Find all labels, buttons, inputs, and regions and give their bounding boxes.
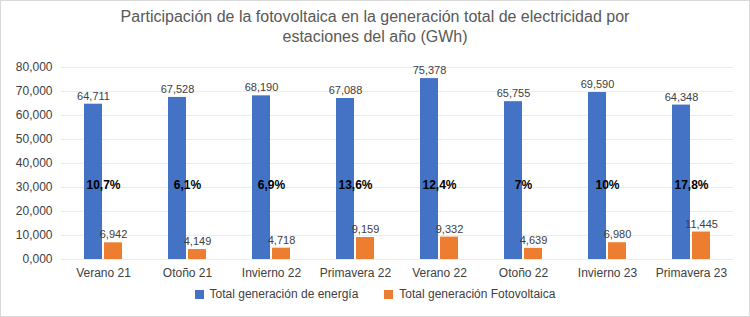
svg-text:20,000: 20,000 bbox=[16, 204, 53, 218]
svg-text:Primavera 22: Primavera 22 bbox=[320, 266, 392, 280]
svg-text:69,590: 69,590 bbox=[581, 78, 615, 90]
svg-text:Invierno 22: Invierno 22 bbox=[242, 266, 302, 280]
svg-text:12,4%: 12,4% bbox=[422, 178, 456, 192]
svg-text:6,9%: 6,9% bbox=[258, 178, 286, 192]
svg-text:9,332: 9,332 bbox=[436, 223, 464, 235]
svg-text:80,000: 80,000 bbox=[16, 60, 53, 74]
svg-text:75,378: 75,378 bbox=[413, 64, 447, 76]
svg-text:10,7%: 10,7% bbox=[86, 178, 120, 192]
svg-text:70,000: 70,000 bbox=[16, 84, 53, 98]
svg-text:65,755: 65,755 bbox=[497, 87, 531, 99]
svg-text:6,1%: 6,1% bbox=[174, 178, 202, 192]
svg-text:67,088: 67,088 bbox=[329, 84, 363, 96]
svg-text:Otoño 22: Otoño 22 bbox=[499, 266, 549, 280]
svg-text:50,000: 50,000 bbox=[16, 132, 53, 146]
svg-text:10,000: 10,000 bbox=[16, 228, 53, 242]
svg-text:4,639: 4,639 bbox=[520, 234, 548, 246]
svg-text:7%: 7% bbox=[515, 178, 533, 192]
svg-text:4,149: 4,149 bbox=[184, 235, 212, 247]
svg-text:0,000: 0,000 bbox=[22, 252, 52, 266]
svg-text:40,000: 40,000 bbox=[16, 156, 53, 170]
svg-text:10%: 10% bbox=[595, 178, 619, 192]
svg-text:17,8%: 17,8% bbox=[674, 178, 708, 192]
svg-text:9,159: 9,159 bbox=[352, 223, 380, 235]
svg-text:64,711: 64,711 bbox=[77, 90, 110, 102]
svg-text:11,445: 11,445 bbox=[685, 218, 718, 230]
svg-text:60,000: 60,000 bbox=[16, 108, 53, 122]
svg-text:Verano 21: Verano 21 bbox=[76, 266, 131, 280]
svg-text:4,718: 4,718 bbox=[268, 234, 296, 246]
svg-text:Verano 22: Verano 22 bbox=[412, 266, 467, 280]
svg-text:6,980: 6,980 bbox=[604, 228, 632, 240]
svg-text:30,000: 30,000 bbox=[16, 180, 53, 194]
html-text:Total generación de energía: Total generación de energía bbox=[209, 287, 359, 301]
svg-text:13,6%: 13,6% bbox=[338, 178, 372, 192]
svg-text:67,528: 67,528 bbox=[161, 83, 195, 95]
svg-text:Otoño 21: Otoño 21 bbox=[163, 266, 213, 280]
svg-text:Invierno 23: Invierno 23 bbox=[578, 266, 638, 280]
svg-text:64,348: 64,348 bbox=[665, 91, 699, 103]
svg-text:Primavera 23: Primavera 23 bbox=[656, 266, 728, 280]
svg-text:6,942: 6,942 bbox=[100, 228, 128, 240]
html-text:Total generación Fotovoltaica: Total generación Fotovoltaica bbox=[399, 287, 556, 301]
svg-text:68,190: 68,190 bbox=[245, 81, 279, 93]
html-text:Participación de la fotovoltai: Participación de la fotovoltaica en la g… bbox=[120, 8, 630, 45]
